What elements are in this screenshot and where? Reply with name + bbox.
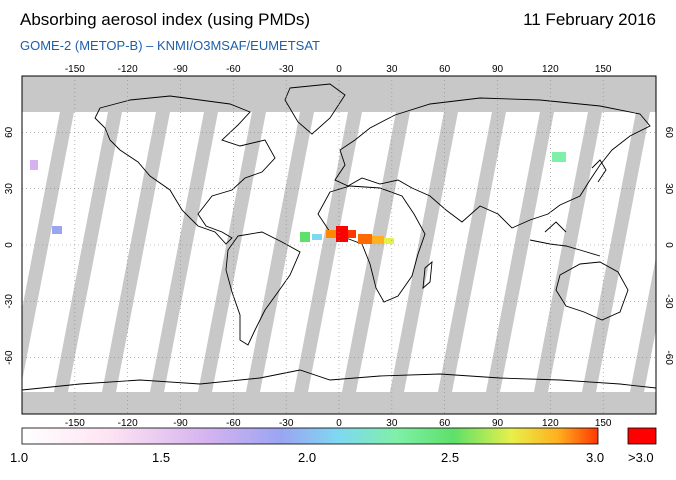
axis-ticks: -150 -150 -120 -120 -90 -90 -60 -60 -30 -30 0 0 30 30… — [4, 64, 674, 429]
lon-tick-label-top: -150 — [65, 64, 85, 75]
lat-tick-label-left: -60 — [4, 350, 15, 365]
map-subtitle: GOME-2 (METOP-B) – KNMI/O3MSAF/EUMETSAT — [20, 38, 320, 53]
lon-tick-label-top: 120 — [542, 64, 559, 75]
lon-tick-label-bottom: 0 — [336, 418, 342, 429]
lon-tick-label-top: 0 — [336, 64, 342, 75]
lon-tick-label-top: 30 — [386, 64, 398, 75]
swath-gap — [390, 112, 458, 392]
lon-tick-label-bottom: -30 — [279, 418, 294, 429]
colorbar-overflow — [627, 427, 657, 445]
lon-tick-label-bottom: -150 — [65, 418, 85, 429]
lat-tick-label-right: 30 — [663, 183, 674, 195]
swath-gap — [198, 112, 266, 392]
lat-tick-label-left: 60 — [4, 126, 15, 138]
australia-coast — [555, 261, 629, 321]
lon-tick-label-bottom: 120 — [542, 418, 559, 429]
antarctic-no-data — [22, 392, 656, 414]
lon-tick-label-bottom: -60 — [226, 418, 241, 429]
south-america-coast — [225, 231, 301, 346]
lon-tick-label-bottom: 90 — [492, 418, 504, 429]
lat-tick-label-left: 30 — [4, 183, 15, 195]
map-frame — [21, 75, 657, 415]
map-date: 11 February 2016 — [523, 10, 656, 29]
lon-tick-label-top: 90 — [492, 64, 504, 75]
lon-tick-label-top: 150 — [595, 64, 612, 75]
swath-gap — [342, 112, 410, 392]
map-title: Absorbing aerosol index (using PMDs) — [20, 10, 311, 29]
lat-tick-label-left: 0 — [4, 242, 15, 248]
madagascar-coast — [422, 260, 433, 290]
lon-tick-label-top: 60 — [439, 64, 451, 75]
lon-tick-label-bottom: 30 — [386, 418, 398, 429]
lat-tick-label-right: 0 — [663, 242, 674, 248]
indonesia-coast — [529, 221, 601, 257]
greenland-coast — [284, 83, 346, 135]
lat-tick-label-right: -30 — [663, 294, 674, 309]
swath-gap — [486, 112, 554, 392]
swath-gaps — [22, 112, 656, 392]
swath-gap — [630, 257, 656, 392]
colorbar-label-5: 3.0 — [586, 450, 605, 465]
arctic-no-data — [22, 76, 656, 112]
swath-gap — [582, 112, 650, 392]
lon-tick-label-bottom: 60 — [439, 418, 451, 429]
swath-gap — [294, 112, 362, 392]
eurasia-coast — [334, 97, 651, 229]
lat-tick-label-left: -30 — [4, 294, 15, 309]
aerosol-plume — [30, 152, 566, 244]
lon-tick-label-top: -60 — [226, 64, 241, 75]
colorbar-label-3: 2.0 — [298, 450, 317, 465]
coastlines — [22, 83, 656, 391]
antarctica-coast — [22, 369, 656, 391]
colorbar-label-1: 1.0 — [10, 450, 29, 465]
graticule — [22, 76, 656, 414]
swath-gap — [438, 112, 506, 392]
colorbar-label-2: 1.5 — [152, 450, 171, 465]
lon-tick-label-top: -120 — [118, 64, 138, 75]
swath-gap — [22, 112, 74, 382]
lat-tick-label-right: -60 — [663, 350, 674, 365]
lat-tick-label-right: 60 — [663, 127, 674, 139]
lon-tick-label-top: -30 — [279, 64, 294, 75]
colorbar-gradient — [21, 427, 599, 445]
swath-gap — [534, 112, 602, 392]
swath-gap — [102, 112, 170, 392]
colorbar-label-4: 2.5 — [441, 450, 460, 465]
colorbar-overflow-label: >3.0 — [628, 450, 654, 465]
lon-tick-label-bottom: -120 — [118, 418, 138, 429]
lon-tick-label-bottom: -90 — [173, 418, 188, 429]
swath-gap — [54, 112, 122, 392]
swath-gap — [150, 112, 218, 392]
north-america-coast — [94, 95, 276, 245]
lon-tick-label-top: -90 — [173, 64, 188, 75]
swath-gap — [246, 112, 314, 392]
lon-tick-label-bottom: 150 — [595, 418, 612, 429]
